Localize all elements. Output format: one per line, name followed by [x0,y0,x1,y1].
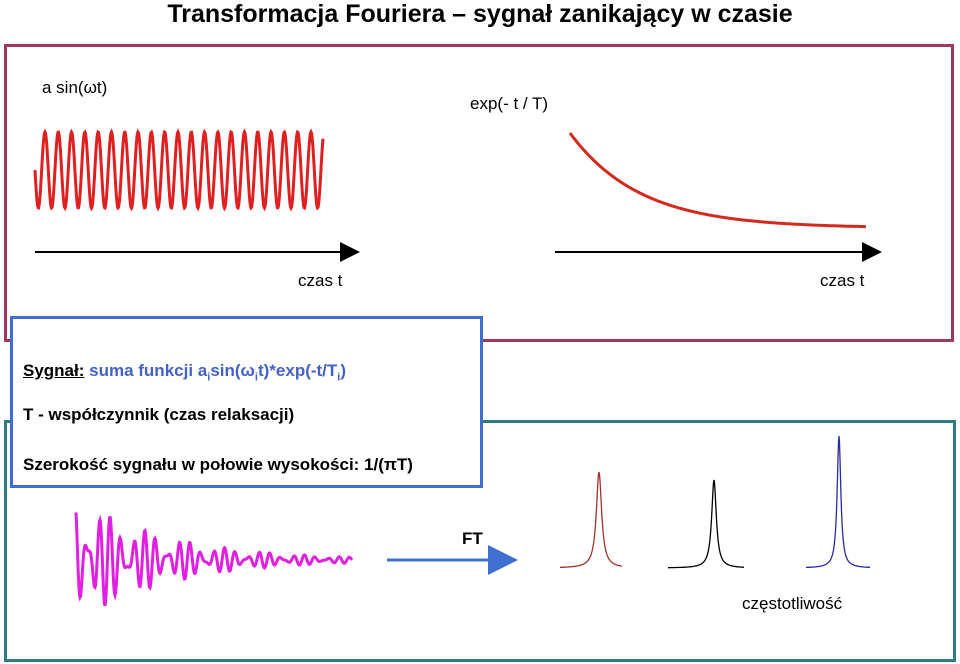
time-axis-left-label: czas t [298,271,343,290]
spectral-peak-1 [559,471,623,569]
formula-close: ) [340,361,347,380]
signal-definition: Sygnał: suma funkcji aisin(ωit)*exp(-t/T… [23,361,346,383]
formula-sin: sin(ω [210,361,255,380]
spectral-peak-3 [806,435,870,569]
ft-label: FT [462,529,483,548]
frequency-label: częstotliwość [742,594,843,613]
sine-label: a sin(ωt) [42,78,108,97]
page-title: Transformacja Fouriera – sygnał zanikają… [167,0,793,28]
sine-wave [33,128,325,212]
relaxation-note: T - współczynnik (czas relaksacji) [23,405,295,424]
formula-sub-3: i [337,371,341,384]
signal-text: suma funkcji [84,361,198,380]
info-box: Sygnał: suma funkcji aisin(ωit)*exp(-t/T… [10,316,483,488]
spectral-peak-2 [668,479,744,569]
time-axis-right-label: czas t [820,271,865,290]
formula-sub-1: i [207,371,211,384]
exponential-decay-curve [568,132,866,229]
formula-t: t)*exp(-t/T [257,361,338,380]
exp-label: exp(- t / T) [470,94,549,113]
signal-prefix: Sygnał: [23,361,85,380]
decaying-signal-wave [74,512,354,607]
formula-a: a [197,361,208,380]
formula-sub-2: i [254,371,258,384]
linewidth-note: Szerokość sygnału w połowie wysokości: 1… [23,455,413,474]
